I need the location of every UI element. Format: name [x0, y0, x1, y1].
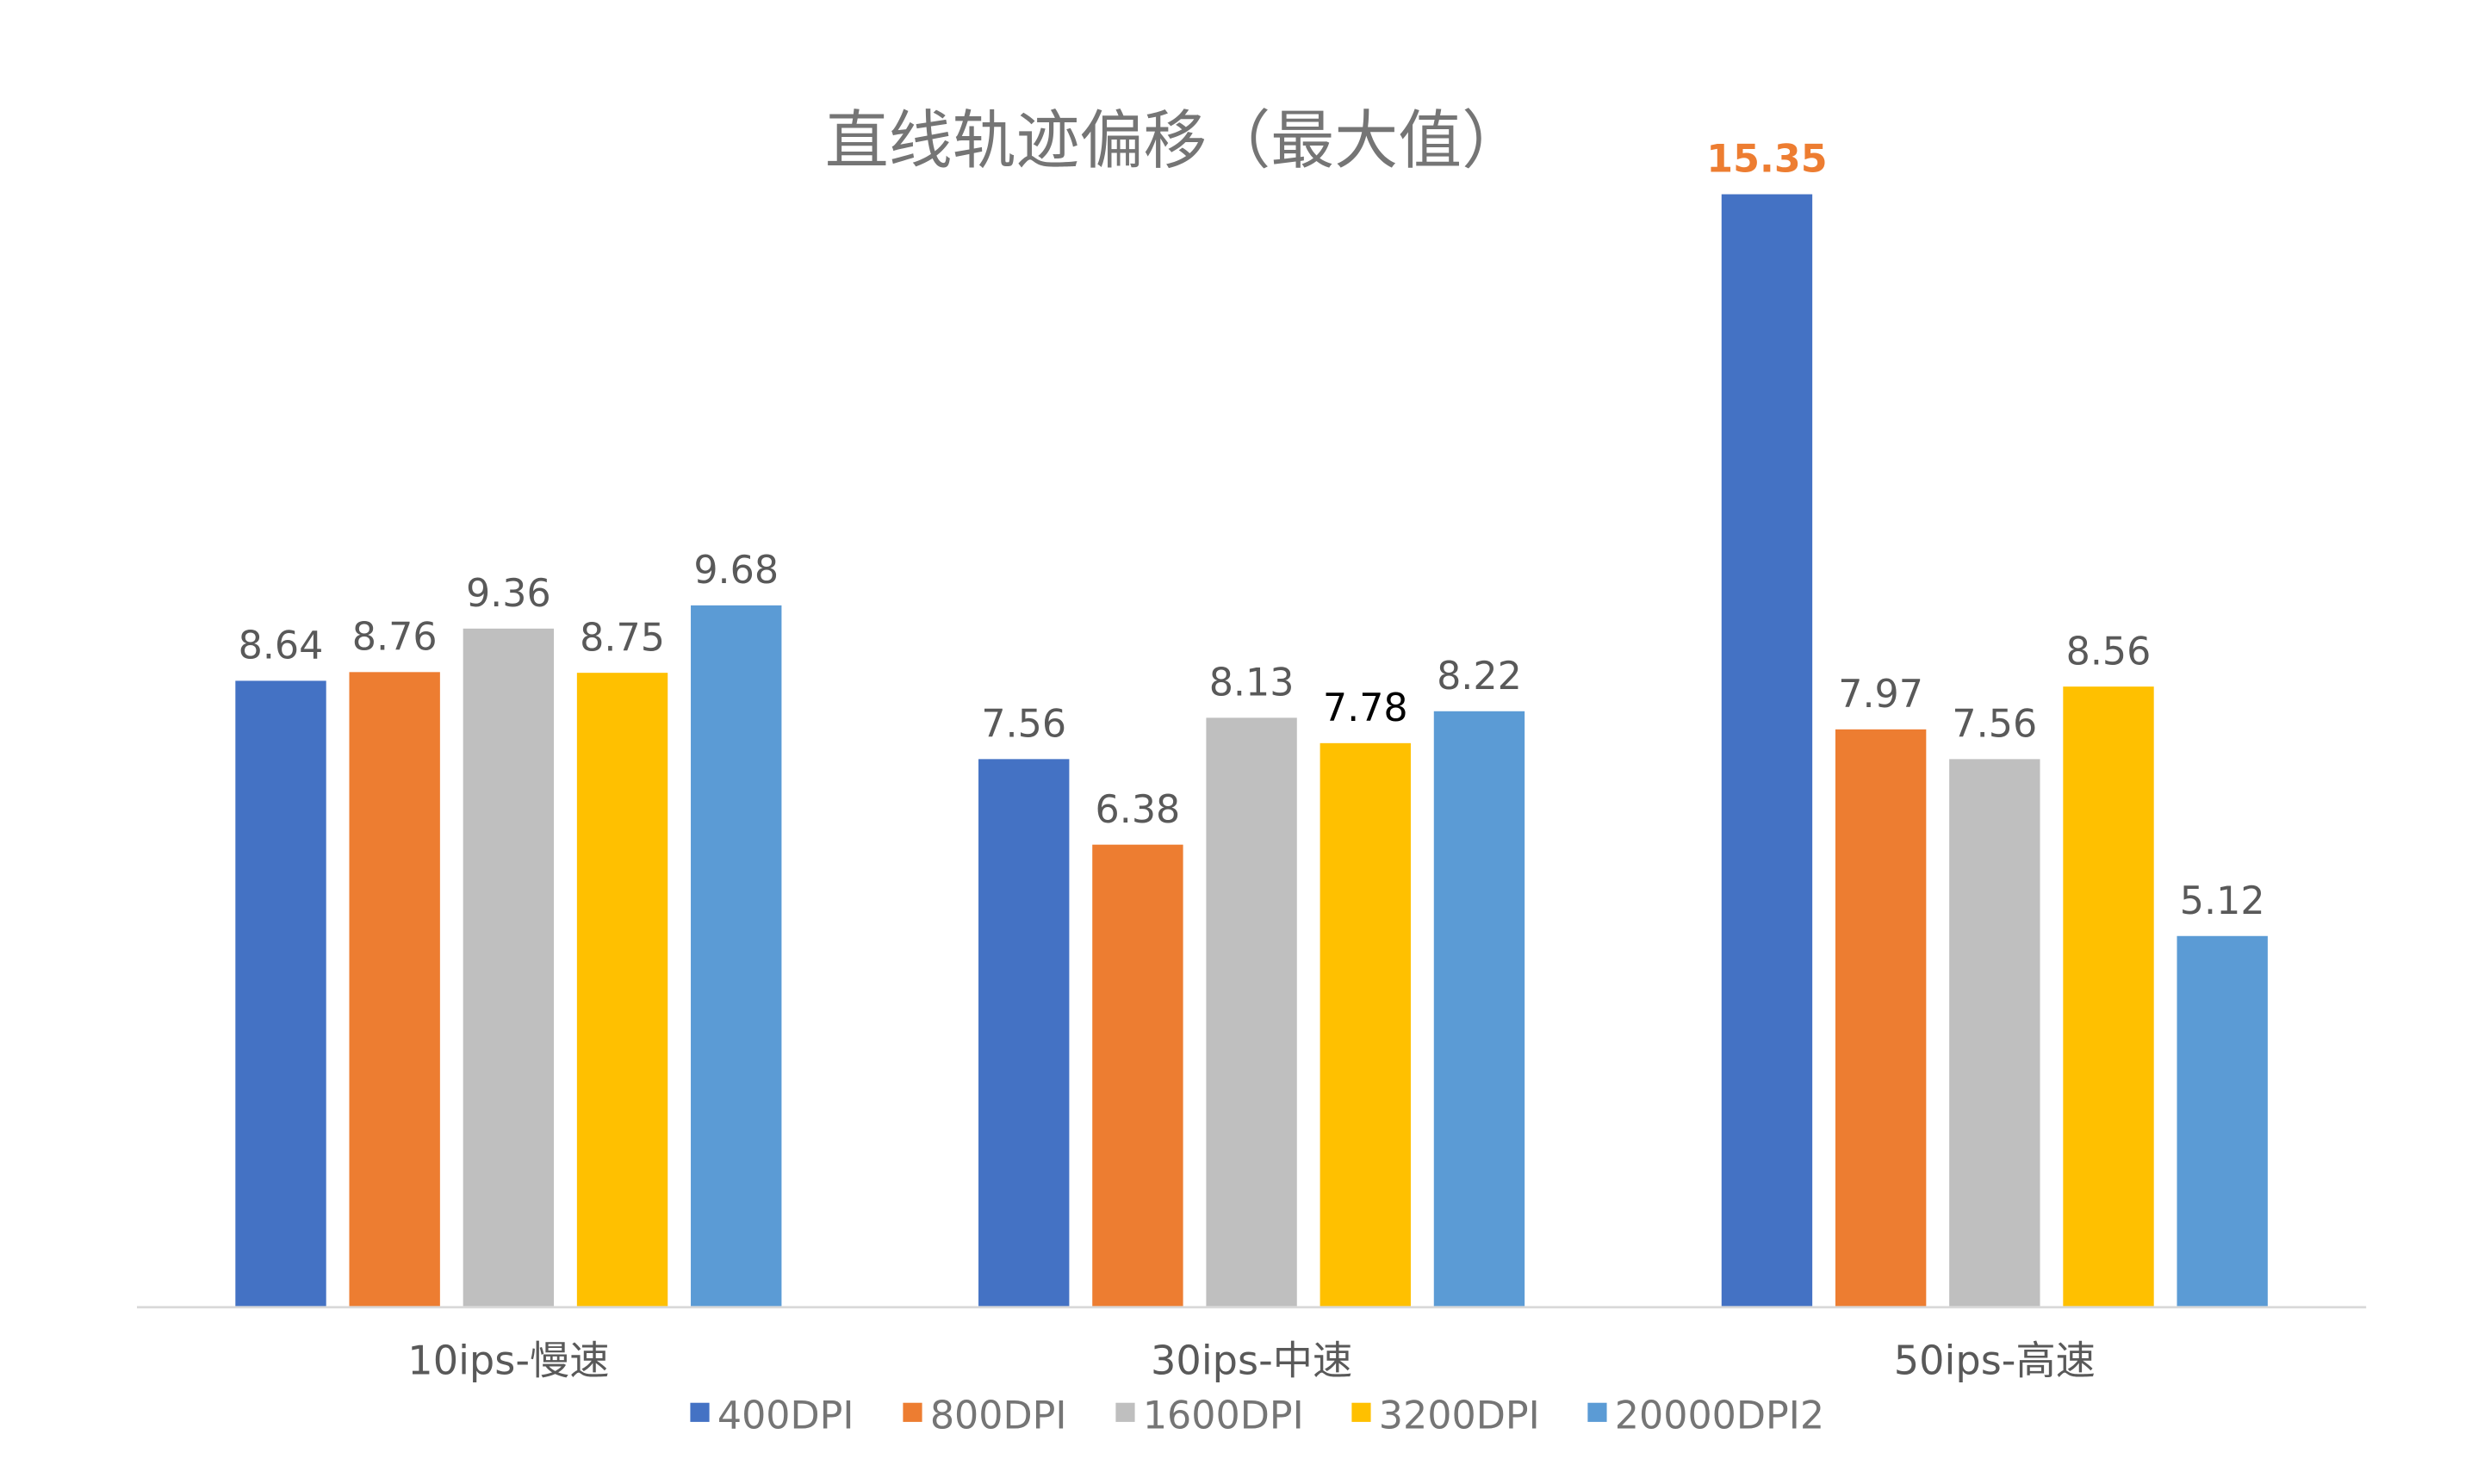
- data-label: 6.38: [1096, 788, 1181, 832]
- category-label: 50ips-高速: [1894, 1337, 2096, 1383]
- data-label: 8.22: [1437, 655, 1522, 699]
- bar-800DPI-2: [1835, 729, 1927, 1307]
- bar-800DPI-0: [349, 672, 440, 1307]
- legend-label: 3200DPI: [1379, 1394, 1540, 1437]
- legend-label: 20000DPI2: [1615, 1394, 1824, 1437]
- bar-400DPI-2: [1721, 194, 1813, 1307]
- legend-label: 1600DPI: [1143, 1394, 1304, 1437]
- legend-swatch: [1351, 1402, 1371, 1422]
- data-label: 7.56: [1952, 702, 2037, 746]
- legend-item-1600DPI: 1600DPI: [1115, 1394, 1304, 1437]
- data-label: 7.97: [1838, 673, 1923, 717]
- bar-400DPI-1: [978, 759, 1070, 1307]
- bar-1600DPI-2: [1949, 759, 2040, 1307]
- bar-800DPI-1: [1092, 844, 1183, 1307]
- data-label: 7.78: [1323, 686, 1408, 730]
- bar-20000DPI2-2: [2177, 935, 2268, 1307]
- category-label: 10ips-慢速: [407, 1337, 609, 1383]
- data-label: 5.12: [2180, 879, 2265, 923]
- legend-label: 800DPI: [930, 1394, 1067, 1437]
- bar-3200DPI-1: [1320, 742, 1411, 1307]
- data-label: 15.35: [1706, 138, 1827, 182]
- bar-3200DPI-2: [2063, 686, 2154, 1307]
- legend-swatch: [903, 1402, 922, 1422]
- legend-item-400DPI: 400DPI: [690, 1394, 854, 1437]
- chart-title: 直线轨迹偏移（最大值）: [825, 104, 1525, 178]
- data-label: 9.68: [693, 549, 779, 593]
- category-label: 30ips-中速: [1151, 1337, 1352, 1383]
- legend-swatch: [1587, 1402, 1607, 1422]
- legend-label: 400DPI: [717, 1394, 854, 1437]
- data-label: 8.76: [352, 615, 438, 659]
- data-label: 8.56: [2066, 630, 2152, 674]
- data-label: 8.64: [239, 624, 324, 668]
- legend-item-3200DPI: 3200DPI: [1351, 1394, 1540, 1437]
- bar-1600DPI-1: [1206, 717, 1297, 1307]
- legend-item-800DPI: 800DPI: [903, 1394, 1067, 1437]
- bar-20000DPI2-1: [1433, 711, 1525, 1307]
- data-label: 7.56: [981, 702, 1066, 746]
- bar-3200DPI-0: [576, 673, 668, 1307]
- bar-400DPI-0: [235, 680, 326, 1307]
- bar-1600DPI-0: [463, 628, 555, 1307]
- legend-item-20000DPI2: 20000DPI2: [1587, 1394, 1824, 1437]
- data-label: 8.13: [1209, 661, 1295, 705]
- data-label: 8.75: [580, 616, 665, 660]
- legend-swatch: [1115, 1402, 1135, 1422]
- data-label: 9.36: [466, 572, 551, 616]
- bar-20000DPI2-0: [691, 605, 782, 1307]
- legend-swatch: [690, 1402, 710, 1422]
